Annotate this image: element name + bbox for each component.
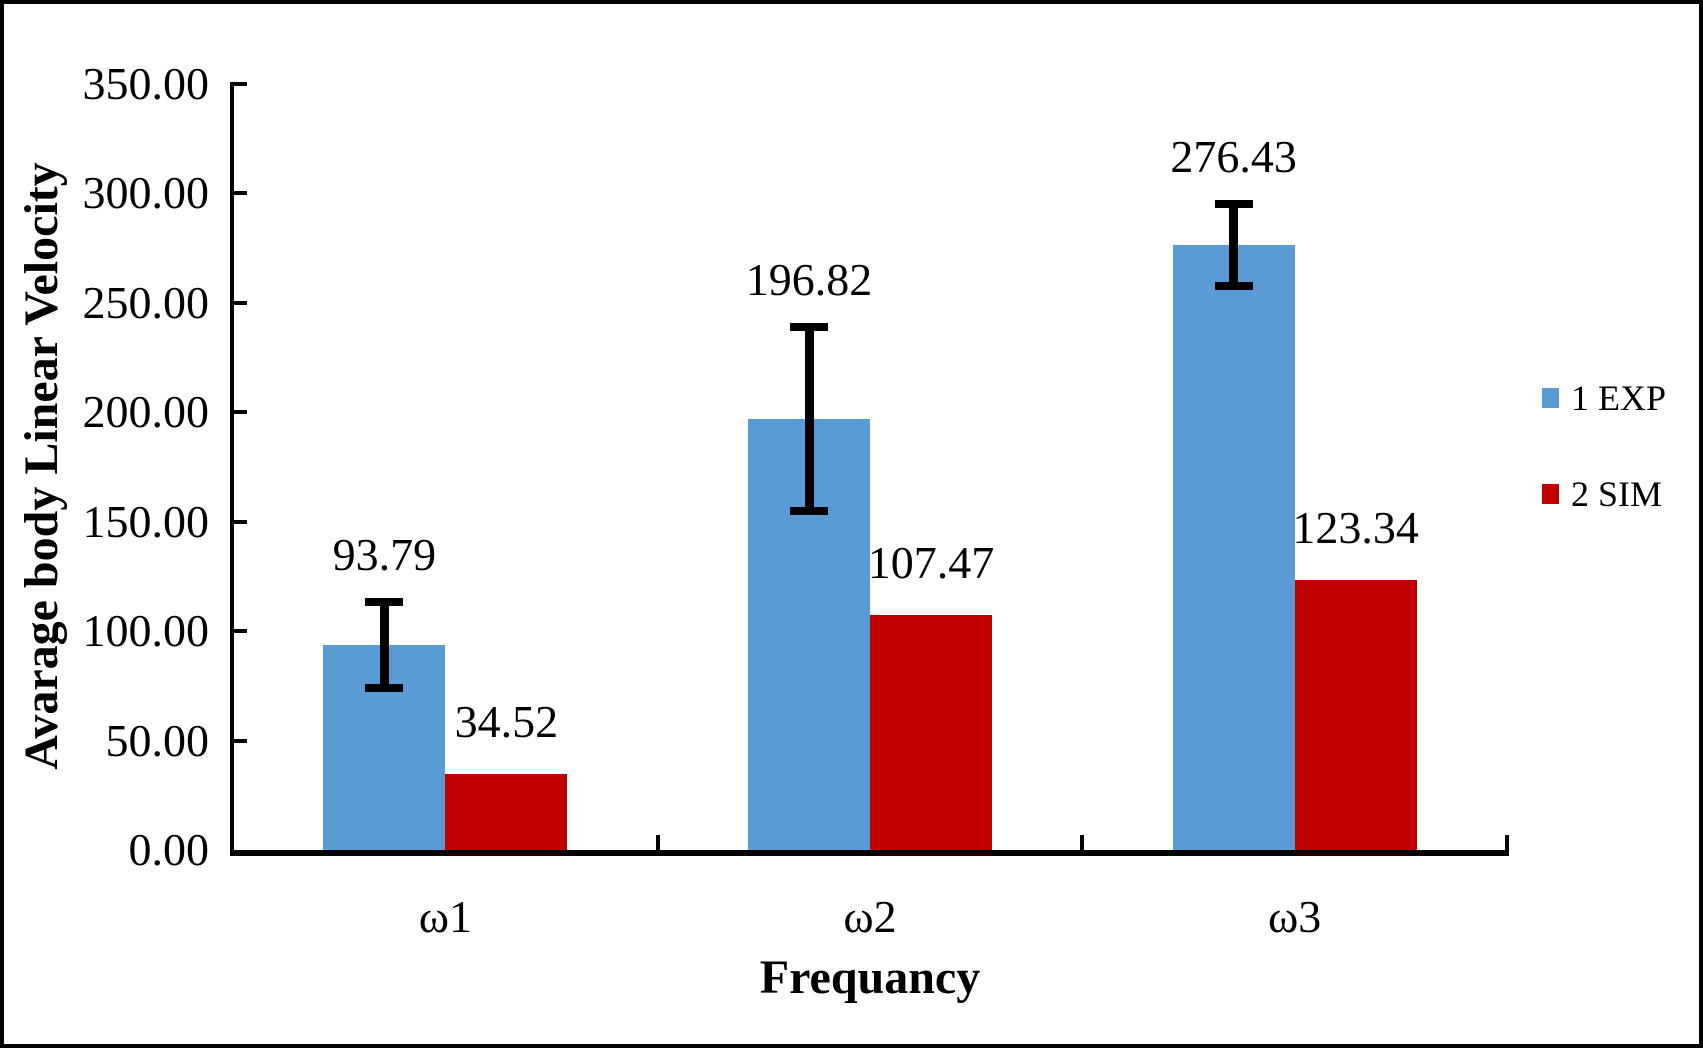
y-tick-mark — [233, 82, 247, 86]
legend-item: 1 EXP — [1542, 378, 1666, 418]
x-category-label: ω2 — [843, 891, 897, 942]
y-tick-label: 100.00 — [82, 605, 210, 657]
x-category-label: ω3 — [1268, 891, 1322, 942]
y-tick-label: 350.00 — [82, 58, 210, 109]
bar-sim — [445, 774, 568, 850]
y-tick-mark — [233, 738, 247, 743]
data-label: 196.82 — [745, 254, 873, 306]
error-bar-cap-bottom — [790, 507, 828, 516]
y-axis-line — [230, 82, 234, 856]
y-tick-label: 150.00 — [82, 495, 210, 547]
data-label: 93.79 — [332, 528, 437, 580]
y-tick-label: 200.00 — [82, 386, 210, 438]
data-label: 276.43 — [1170, 131, 1297, 183]
error-bar-cap-top — [1214, 200, 1253, 209]
y-tick-label: 50.00 — [105, 714, 210, 766]
data-label: 123.34 — [1292, 502, 1419, 554]
y-tick-label: 250.00 — [82, 276, 210, 328]
error-bar-stem — [379, 600, 389, 689]
error-bar-cap-top — [790, 323, 828, 332]
legend-label: 1 EXP — [1571, 378, 1667, 418]
error-bar-stem — [1229, 203, 1239, 287]
data-label: 107.47 — [867, 536, 995, 588]
legend: 1 EXP 2 SIM — [1542, 378, 1666, 570]
x-tick-mark — [1080, 835, 1085, 850]
legend-item: 2 SIM — [1542, 474, 1666, 514]
error-bar-cap-bottom — [1214, 281, 1253, 290]
bar-sim — [1294, 580, 1417, 850]
y-tick-mark — [233, 519, 247, 524]
y-tick-mark — [233, 629, 247, 634]
x-axis-title: Frequancy — [759, 951, 981, 1004]
y-tick-label: 0.00 — [128, 824, 210, 875]
x-tick-mark — [1505, 835, 1509, 850]
y-tick-label: 300.00 — [82, 167, 210, 219]
legend-label: 2 SIM — [1571, 474, 1663, 514]
error-bar-cap-bottom — [365, 683, 404, 692]
y-tick-mark — [233, 410, 247, 415]
legend-swatch-icon — [1542, 484, 1559, 504]
x-axis-line — [230, 850, 1509, 856]
bar-exp — [1172, 245, 1295, 850]
y-tick-mark — [233, 300, 247, 305]
x-category-label: ω1 — [418, 891, 472, 942]
error-bar-stem — [804, 326, 814, 513]
x-tick-mark — [655, 835, 660, 850]
plot-area: 0.00 50.00 100.00 150.00 200.00 250.00 300.00 3… — [4, 4, 1699, 1044]
bar-sim — [870, 614, 992, 850]
error-bar-cap-top — [365, 597, 404, 606]
y-tick-mark — [233, 191, 247, 196]
legend-swatch-icon — [1542, 388, 1559, 408]
data-label: 34.52 — [454, 696, 559, 748]
